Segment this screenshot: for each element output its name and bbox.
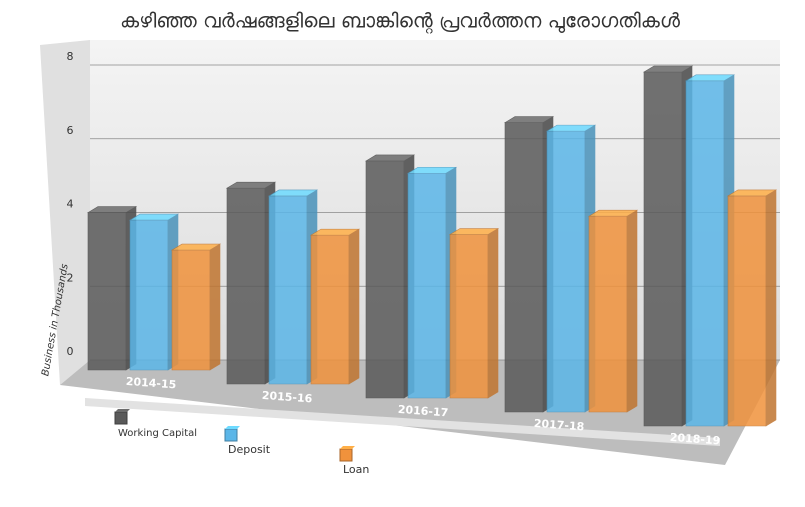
legend-label: Loan: [343, 463, 369, 476]
legend-swatch-top: [115, 409, 130, 412]
legend-swatch-top: [340, 446, 355, 449]
y-tick-label: 6: [67, 124, 74, 137]
bar: [128, 213, 180, 371]
x-tick-label: 2018-19: [669, 431, 720, 447]
legend-swatch: [114, 411, 128, 425]
y-tick-label: 2: [67, 271, 74, 284]
bar: [587, 209, 639, 413]
legend-label: Deposit: [228, 443, 271, 456]
y-tick-label: 8: [67, 50, 74, 63]
x-tick-label: 2015-16: [261, 389, 313, 406]
x-tick-label: 2016-17: [397, 403, 448, 419]
bar: [642, 65, 694, 427]
legend-shelf: [85, 398, 720, 446]
bar: [448, 228, 500, 399]
y-tick-label: 0: [67, 345, 74, 358]
x-tick-label: 2017-18: [533, 417, 584, 433]
bar: [406, 166, 458, 399]
legend-swatch: [339, 448, 353, 462]
bar: [726, 189, 778, 427]
bar: [309, 228, 361, 385]
bar: [364, 154, 416, 399]
bar: [545, 124, 597, 413]
x-tick-label: 2014-15: [125, 375, 176, 391]
bar: [86, 206, 138, 371]
y-tick-label: 4: [67, 198, 74, 211]
bar: [503, 116, 555, 413]
bar: [684, 74, 736, 427]
legend-label: Working Capital: [118, 428, 197, 439]
bar: [170, 243, 222, 371]
legend-swatch: [224, 428, 238, 442]
bar: [225, 181, 277, 385]
chart-title: കഴിഞ്ഞ വർഷങ്ങളിലെ ബാങ്കിന്റെ പ്രവർത്തന പ…: [120, 9, 681, 34]
side-wall: [40, 40, 90, 385]
legend-swatch-top: [225, 426, 240, 429]
bar: [267, 189, 319, 385]
